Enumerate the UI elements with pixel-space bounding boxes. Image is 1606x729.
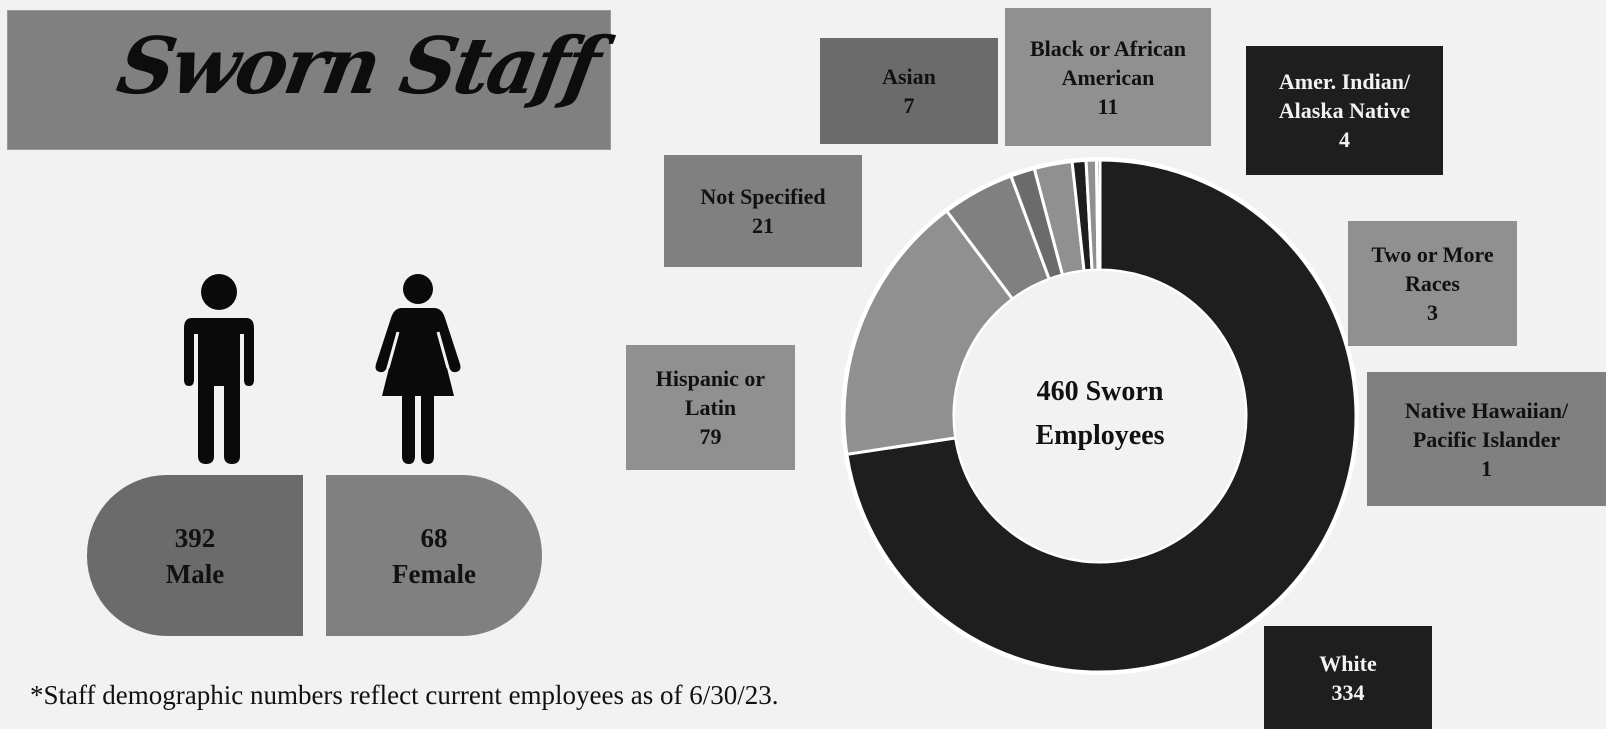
label-native-hawaiian-name1: Native Hawaiian/ — [1404, 397, 1569, 423]
donut-center-label: 460 Sworn Employees — [960, 370, 1240, 458]
label-asian-name: Asian — [882, 64, 936, 89]
label-two-or-more-name2: Races — [1405, 271, 1460, 296]
label-native-hawaiian-value: 1 — [1481, 455, 1492, 481]
label-white: White 334 — [1264, 626, 1432, 729]
label-amer-indian-value: 4 — [1339, 127, 1350, 152]
female-count-badge: 68 Female — [326, 475, 542, 636]
male-icon — [184, 274, 254, 464]
female-count: 68 — [420, 522, 448, 553]
donut-center-line2: Employees — [1035, 420, 1165, 451]
donut-center-line1: 460 Sworn — [1036, 376, 1164, 407]
label-hispanic-name1: Hispanic or — [655, 366, 766, 391]
male-count-badge: 392 Male — [87, 475, 303, 636]
label-hispanic-value: 79 — [699, 424, 722, 449]
female-label: Female — [392, 558, 476, 589]
label-not-specified: Not Specified 21 — [664, 155, 862, 267]
label-native-hawaiian: Native Hawaiian/ Pacific Islander 1 — [1367, 372, 1606, 506]
male-label: Male — [165, 558, 225, 589]
label-asian-value: 7 — [903, 93, 915, 118]
label-hispanic-name2: Latin — [684, 395, 737, 420]
label-white-name: White — [1319, 650, 1377, 676]
male-count: 392 — [174, 522, 216, 553]
donut-slice-native-hawaiian — [1094, 158, 1102, 272]
label-amer-indian: Amer. Indian/ Alaska Native 4 — [1246, 46, 1443, 175]
label-black-name2: American — [1061, 64, 1155, 90]
donut-hole — [955, 271, 1245, 561]
label-not-specified-name: Not Specified — [700, 184, 826, 209]
footnote: *Staff demographic numbers reflect curre… — [30, 680, 779, 710]
label-black: Black or African American 11 — [1005, 8, 1211, 146]
label-hispanic: Hispanic or Latin 79 — [626, 345, 795, 470]
title-banner: Sworn Staff — [7, 10, 611, 150]
label-black-value: 11 — [1097, 93, 1119, 119]
label-amer-indian-name2: Alaska Native — [1278, 98, 1411, 123]
label-two-or-more-value: 3 — [1427, 300, 1438, 325]
label-not-specified-value: 21 — [752, 213, 774, 238]
label-two-or-more-name1: Two or More — [1371, 242, 1494, 267]
label-native-hawaiian-name2: Pacific Islander — [1412, 426, 1561, 452]
label-amer-indian-name1: Amer. Indian/ — [1278, 69, 1411, 94]
female-icon — [375, 274, 461, 464]
donut-slice-hispanic — [842, 208, 1015, 457]
label-two-or-more: Two or More Races 3 — [1348, 221, 1517, 346]
label-asian: Asian 7 — [820, 38, 998, 144]
donut-slice-white — [845, 158, 1358, 674]
label-black-name1: Black or African — [1029, 35, 1187, 61]
label-white-value: 334 — [1331, 679, 1365, 705]
